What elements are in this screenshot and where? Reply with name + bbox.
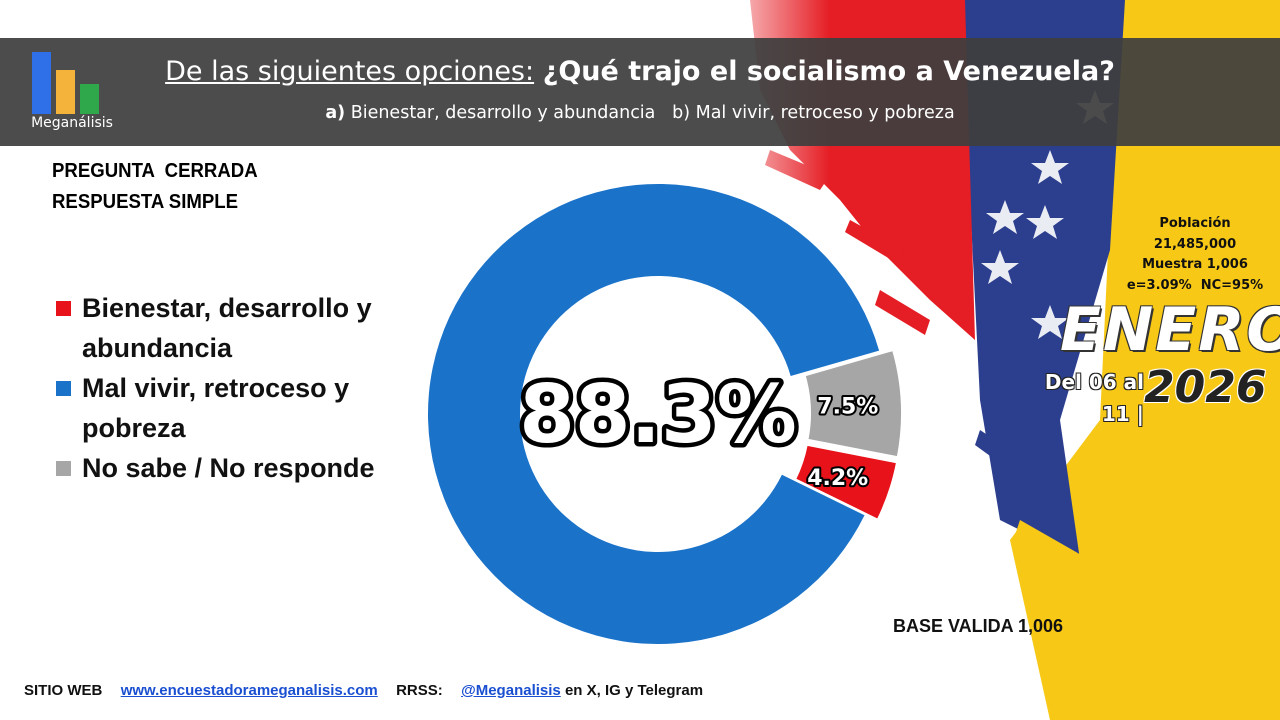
donut-slice: [803, 348, 903, 459]
slice-label: 88.3%: [519, 368, 797, 461]
legend-item: Mal vivir, retroceso y pobreza: [52, 368, 412, 448]
legend-label: No sabe / No responde: [82, 453, 375, 483]
title-question: ¿Qué trajo el socialismo a Venezuela?: [542, 56, 1115, 87]
option-a-text: Bienestar, desarrollo y abundancia: [350, 103, 656, 123]
question-type: PREGUNTA CERRADA RESPUESTA SIMPLE: [52, 156, 350, 218]
margin-error: e=3.09% NC=95%: [1126, 277, 1264, 293]
survey-info: Población 21,485,000 Muestra 1,006 e=3.0…: [1120, 214, 1270, 296]
answer-options: a) Bienestar, desarrollo y abundancia b)…: [125, 103, 1155, 123]
legend-item: Bienestar, desarrollo y abundancia: [52, 288, 412, 368]
chart-legend: Bienestar, desarrollo y abundancia Mal v…: [52, 288, 412, 488]
title-lead: De las siguientes opciones:: [165, 56, 535, 87]
question-type-line1: PREGUNTA CERRADA: [52, 160, 258, 182]
period-year: 2026: [1144, 362, 1267, 413]
population-label: Población: [1159, 216, 1231, 231]
footer-web-label: SITIO WEB: [24, 682, 103, 699]
legend-item: No sabe / No responde: [52, 448, 412, 488]
footer-web-link[interactable]: www.encuestadorameganalisis.com: [120, 682, 378, 699]
period-range: Del 06 al 11 |: [1044, 370, 1144, 426]
logo-text: Meganálisis: [31, 115, 113, 131]
slice-label: 7.5%: [817, 394, 878, 419]
footer: SITIO WEB www.encuestadorameganalisis.co…: [24, 682, 924, 699]
legend-swatch: [56, 381, 71, 396]
brand-logo: Meganálisis: [22, 48, 122, 138]
sample-size: Muestra 1,006: [1142, 257, 1248, 272]
population-value: 21,485,000: [1153, 236, 1237, 252]
footer-social-handle[interactable]: @Meganalisis: [461, 682, 561, 699]
footer-social-label: RRSS:: [396, 682, 443, 699]
period-month: ENERO: [1060, 295, 1280, 365]
option-b-text: b) Mal vivir, retroceso y pobreza: [672, 103, 955, 123]
logo-bar-green: [80, 84, 99, 114]
header-band: [0, 38, 1280, 146]
legend-swatch: [56, 461, 71, 476]
donut-slice: [793, 443, 899, 522]
slice-label: 4.2%: [807, 466, 868, 491]
footer-social-suffix: en X, IG y Telegram: [564, 682, 704, 699]
question-type-line2: RESPUESTA SIMPLE: [52, 191, 239, 213]
donut-slice: [427, 183, 880, 644]
option-a-tag: a): [325, 103, 346, 123]
logo-bar-blue: [32, 52, 51, 114]
legend-swatch: [56, 301, 71, 316]
legend-label: Bienestar, desarrollo y abundancia: [82, 293, 372, 363]
page-title: De las siguientes opciones: ¿Qué trajo e…: [125, 56, 1155, 87]
logo-bar-yellow: [56, 70, 75, 114]
logo-bars-icon: [32, 52, 112, 114]
base-valid: BASE VALIDA 1,006: [893, 616, 1064, 636]
legend-label: Mal vivir, retroceso y pobreza: [82, 373, 350, 443]
